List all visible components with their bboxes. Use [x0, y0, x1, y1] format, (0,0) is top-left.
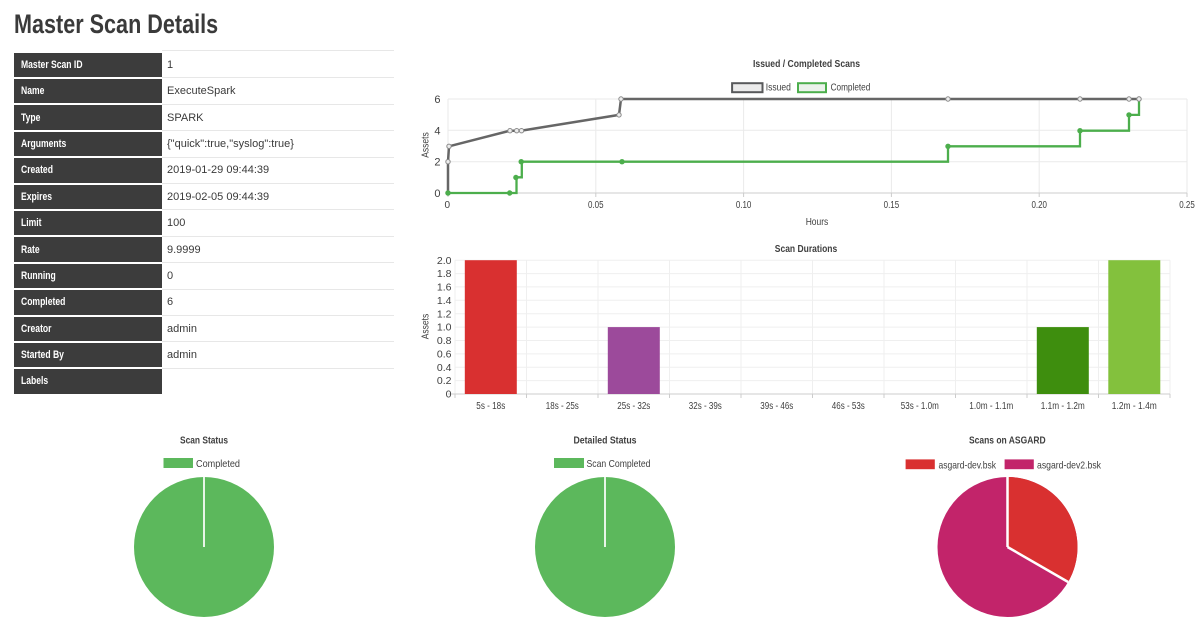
svg-text:46s - 53s: 46s - 53s [832, 401, 865, 412]
svg-text:1.4: 1.4 [437, 295, 452, 307]
svg-text:Issued: Issued [766, 82, 791, 94]
svg-text:asgard-dev.bsk: asgard-dev.bsk [939, 459, 997, 471]
svg-text:0.05: 0.05 [588, 200, 604, 211]
svg-text:0: 0 [446, 389, 452, 401]
svg-text:5s - 18s: 5s - 18s [476, 401, 505, 412]
svg-text:2: 2 [434, 157, 440, 169]
svg-text:4: 4 [434, 125, 440, 137]
svg-text:18s - 25s: 18s - 25s [546, 401, 579, 412]
svg-text:6: 6 [434, 94, 440, 106]
svg-text:2.0: 2.0 [437, 255, 452, 267]
svg-text:0.25: 0.25 [1179, 200, 1195, 211]
svg-text:0.15: 0.15 [884, 200, 900, 211]
svg-text:1.1m - 1.2m: 1.1m - 1.2m [1041, 401, 1085, 412]
svg-text:Issued / Completed Scans: Issued / Completed Scans [753, 58, 860, 70]
svg-text:1.6: 1.6 [437, 282, 452, 294]
svg-text:Completed: Completed [831, 82, 871, 94]
svg-text:0.6: 0.6 [437, 349, 452, 361]
svg-text:0: 0 [445, 200, 451, 211]
svg-text:Completed: Completed [196, 458, 240, 470]
svg-text:32s - 39s: 32s - 39s [689, 401, 722, 412]
svg-text:Scan Status: Scan Status [180, 435, 228, 447]
svg-text:Scans on ASGARD: Scans on ASGARD [969, 435, 1046, 447]
svg-text:39s - 46s: 39s - 46s [760, 401, 793, 412]
svg-text:Scan Completed: Scan Completed [587, 458, 651, 470]
svg-text:1.8: 1.8 [437, 268, 452, 280]
svg-text:1.0m - 1.1m: 1.0m - 1.1m [969, 401, 1013, 412]
svg-text:asgard-dev2.bsk: asgard-dev2.bsk [1037, 459, 1102, 471]
svg-text:53s - 1.0m: 53s - 1.0m [901, 401, 939, 412]
svg-text:Assets: Assets [420, 132, 432, 158]
svg-text:1.2: 1.2 [437, 308, 452, 320]
svg-text:0: 0 [434, 188, 440, 200]
svg-text:0.4: 0.4 [437, 362, 452, 374]
svg-text:25s - 32s: 25s - 32s [617, 401, 650, 412]
svg-text:Detailed Status: Detailed Status [574, 435, 637, 447]
svg-text:Assets: Assets [420, 314, 432, 340]
svg-text:0.10: 0.10 [736, 200, 752, 211]
svg-text:1.0: 1.0 [437, 322, 452, 334]
svg-text:Hours: Hours [806, 216, 829, 228]
svg-text:1.2m - 1.4m: 1.2m - 1.4m [1112, 401, 1157, 412]
svg-text:0.2: 0.2 [437, 375, 452, 387]
svg-text:0.8: 0.8 [437, 335, 452, 347]
svg-text:0.20: 0.20 [1031, 200, 1047, 211]
svg-text:Scan Durations: Scan Durations [775, 243, 838, 255]
